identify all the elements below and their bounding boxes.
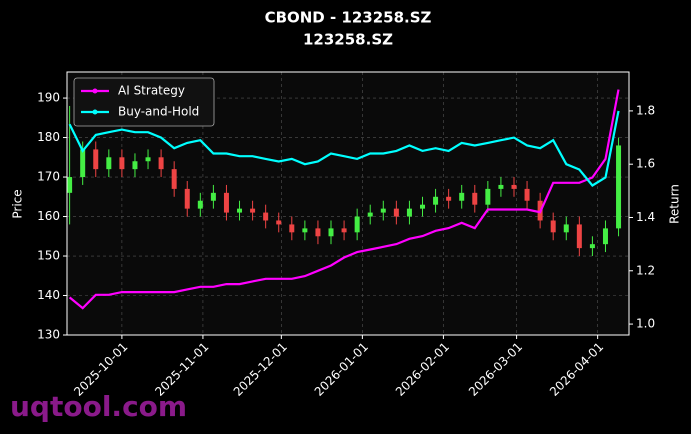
candle-body [419,204,425,209]
candle-body [263,212,269,221]
y-tick-label: 190 [37,91,60,105]
y-tick-label: 130 [37,328,60,342]
candle-body [67,177,73,193]
x-tick-label: 2026-03-01 [466,340,525,399]
candle-body [354,216,360,233]
candle-body [498,184,504,189]
candle-body [250,208,256,213]
y2-tick-label: 1.2 [636,263,655,277]
marks [67,89,622,310]
chart-title: CBOND - 123258.SZ [265,9,432,27]
x-tick-label: 2026-02-01 [393,340,452,399]
y-tick-label: 160 [37,209,60,223]
candle-body [550,220,556,233]
y-axis-label: Price [11,189,25,218]
y2-tick-label: 1.4 [636,210,655,224]
candle-body [132,161,138,170]
candle-body [472,192,478,205]
candle-body [237,208,243,213]
candle-body [589,244,595,249]
legend-label: Buy-and-Hold [118,105,199,119]
candle-body [328,228,334,237]
candle-body [433,196,439,205]
return-line [68,110,620,187]
candle-body [276,220,282,225]
candle-body [184,188,190,209]
plot-frame [66,71,630,336]
y-tick-label: 180 [37,130,60,144]
candle-body [616,145,622,229]
candle-body [459,192,465,201]
candle-body [106,157,112,170]
x-tick-label: 2025-12-01 [231,340,290,399]
y-tick-label: 140 [37,288,60,302]
legend-marker [92,88,98,94]
candle-body [446,196,452,201]
candle-body [485,188,491,205]
y2-tick-label: 1.8 [636,103,655,117]
candle-body [145,157,151,162]
candle-body [406,208,412,217]
return-line [68,89,620,310]
legend-marker [92,109,98,115]
candle-body [393,208,399,217]
candle-body [380,208,386,213]
legend-label: AI Strategy [118,84,185,98]
candle-body [171,169,177,189]
watermark: uqtool.com [10,390,187,423]
candle-body [93,149,99,170]
y2-axis-label: Return [668,184,682,224]
candle-body [367,212,373,217]
y-tick-label: 150 [37,249,60,263]
candle-body [289,224,295,233]
chart-subtitle: 123258.SZ [303,31,393,49]
candle-body [341,228,347,233]
y2-tick-label: 1.0 [636,317,655,331]
candle-body [576,224,582,249]
candle-body [223,192,229,213]
candle-body [210,192,216,201]
y2-tick-label: 1.6 [636,157,655,171]
candle-body [524,188,530,201]
x-tick-label: 2026-01-01 [312,340,371,399]
candle-body [119,157,125,170]
y-tick-label: 170 [37,170,60,184]
candle-body [158,157,164,170]
candle-body [80,149,86,178]
candle-body [315,228,321,237]
candle-body [197,200,203,209]
candle-body [511,184,517,189]
candle-body [302,228,308,233]
candle-body [602,228,608,245]
legend: AI Strategy Buy-and-Hold [73,77,215,127]
x-tick-label: 2026-04-01 [547,340,606,399]
candle-body [563,224,569,233]
